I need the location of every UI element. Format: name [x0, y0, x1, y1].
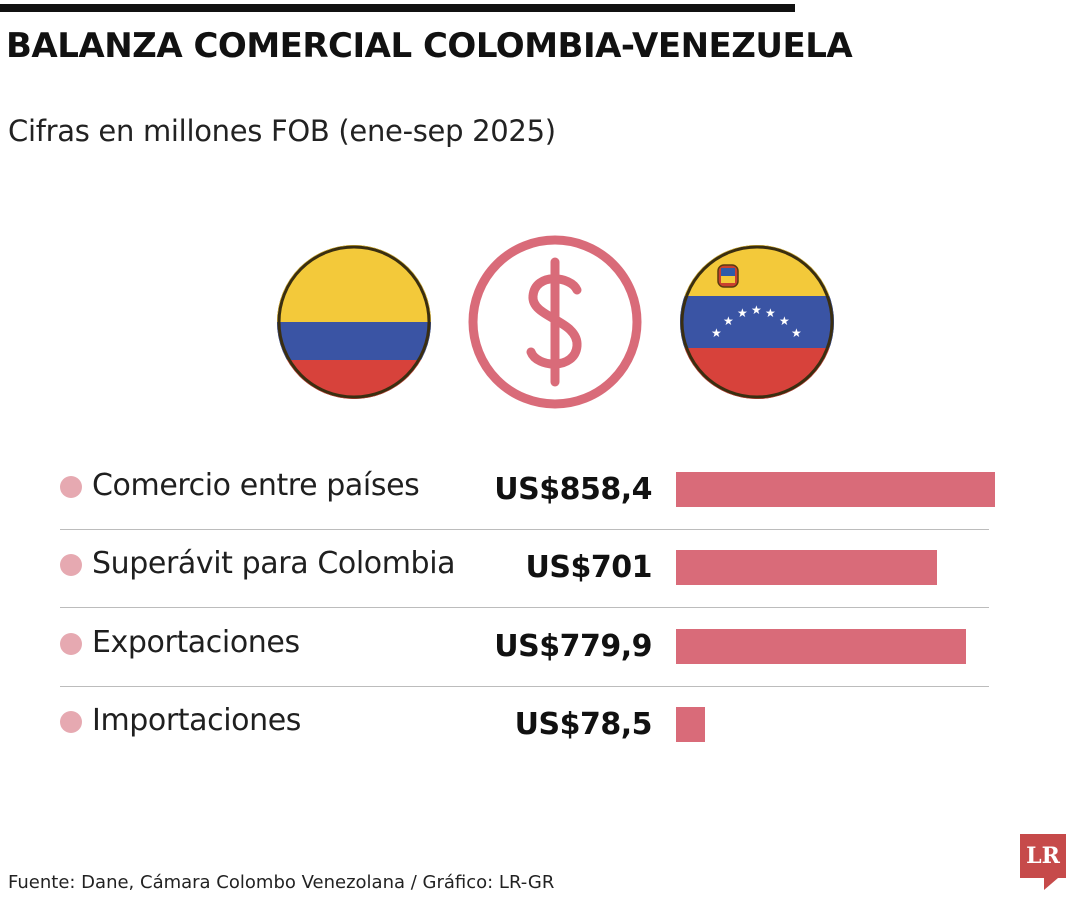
chart-row-importaciones: Importaciones US$78,5: [60, 687, 1000, 765]
bullet-icon: [60, 633, 82, 655]
value-label: US$701: [525, 550, 653, 585]
bar: [676, 707, 706, 742]
chart-subtitle: Cifras en millones FOB (ene-sep 2025): [8, 114, 556, 148]
venezuela-flag-icon: ★ ★ ★ ★ ★ ★ ★: [680, 245, 834, 399]
row-divider: [60, 529, 989, 530]
logo-text: LR: [1020, 834, 1066, 878]
category-label: Exportaciones: [92, 625, 300, 660]
value-label: US$779,9: [494, 629, 652, 664]
bullet-icon: [60, 476, 82, 498]
colombia-flag-icon: [277, 245, 431, 399]
svg-text:★: ★: [711, 326, 722, 340]
row-divider: [60, 607, 989, 608]
value-label: US$78,5: [514, 707, 653, 742]
top-rule: [0, 4, 795, 12]
svg-text:★: ★: [779, 314, 790, 328]
bullet-icon: [60, 711, 82, 733]
svg-text:★: ★: [723, 314, 734, 328]
category-label: Superávit para Colombia: [92, 546, 456, 581]
chart-row-superavit: Superávit para Colombia US$701: [60, 530, 1000, 608]
svg-text:★: ★: [737, 306, 748, 320]
coat-of-arms-icon: [717, 264, 739, 288]
bullet-icon: [60, 554, 82, 576]
category-label: Importaciones: [92, 703, 302, 738]
svg-text:★: ★: [751, 303, 762, 317]
chart-title: BALANZA COMERCIAL COLOMBIA-VENEZUELA: [6, 26, 853, 66]
dollar-icon: [465, 232, 645, 416]
svg-text:★: ★: [791, 326, 802, 340]
lr-logo: LR: [1020, 834, 1066, 890]
chart-row-exportaciones: Exportaciones US$779,9: [60, 609, 1000, 687]
source-note: Fuente: Dane, Cámara Colombo Venezolana …: [8, 872, 555, 893]
category-label: Comercio entre países: [92, 468, 420, 503]
bar: [676, 550, 937, 585]
row-divider: [60, 686, 989, 687]
svg-text:★: ★: [765, 306, 776, 320]
stars-icon: ★ ★ ★ ★ ★ ★ ★: [711, 303, 802, 340]
bar: [676, 629, 966, 664]
chart-row-comercio: Comercio entre países US$858,4: [60, 452, 1000, 530]
bar: [676, 472, 995, 507]
value-label: US$858,4: [494, 472, 652, 507]
logo-tail: [1044, 878, 1058, 890]
